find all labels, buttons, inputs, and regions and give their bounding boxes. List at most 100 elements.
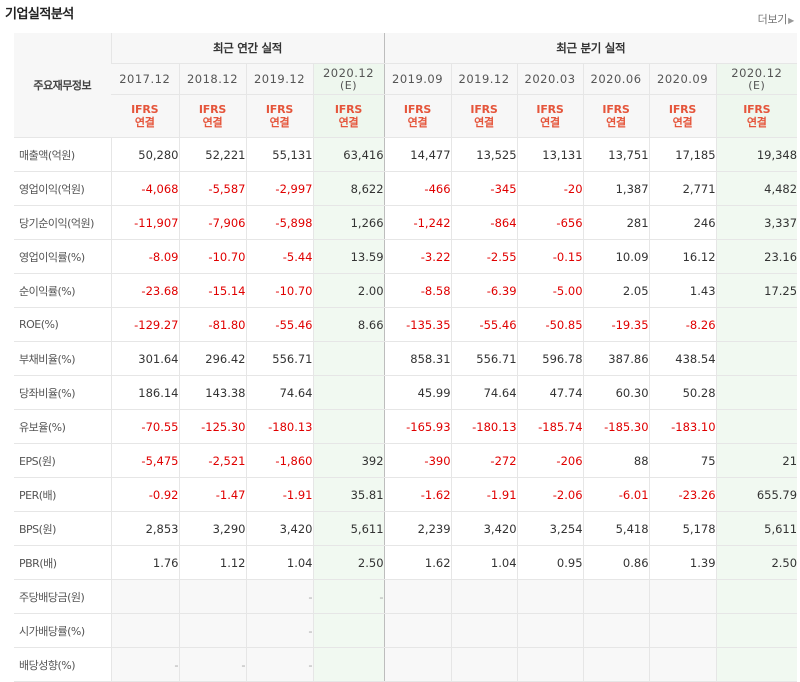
table-cell: 2.50 — [312, 545, 385, 580]
period-label: 2018.12 — [186, 72, 239, 86]
table-cell: 21 — [715, 443, 798, 478]
table-cell: 2,853 — [110, 511, 179, 546]
table-cell: 3,420 — [450, 511, 518, 546]
row-label: 주당배당금(원) — [14, 579, 111, 614]
ifrs-consolidated-header: IFRS 연결 — [450, 94, 518, 138]
table-cell: 186.14 — [110, 375, 179, 410]
ifrs-consolidated-header: IFRS 연결 — [245, 94, 313, 138]
table-cell: 1.43 — [648, 273, 717, 308]
table-cell: -1.91 — [450, 477, 518, 512]
estimate-label: (E) — [748, 79, 766, 92]
table-cell: -165.93 — [383, 409, 452, 444]
table-row: 매출액(억원) 50,280 52,221 55,131 63,416 14,477 13,… — [14, 137, 798, 172]
table-cell: 14,477 — [383, 137, 452, 172]
row-label: EPS(원) — [14, 443, 111, 478]
table-cell: -1,242 — [383, 205, 452, 240]
more-link[interactable]: 더보기▶ — [758, 11, 795, 27]
table-row: 부채비율(%) 301.64 296.42 556.71 858.31 556.71 596… — [14, 341, 798, 376]
table-cell: 16.12 — [648, 239, 717, 274]
table-row: 주당배당금(원) - - — [14, 579, 798, 614]
period-label: 2019.12 — [253, 72, 306, 86]
ifrs-label: IFRS — [470, 103, 498, 116]
table-cell — [312, 647, 385, 682]
table-cell: -20 — [516, 171, 584, 206]
table-cell: 296.42 — [178, 341, 246, 376]
period-header: 2020.09 — [648, 63, 717, 95]
ifrs-label: IFRS — [334, 103, 363, 116]
table-cell: 17,185 — [648, 137, 717, 172]
period-header: 2018.12 — [178, 63, 246, 95]
table-cell: -55.46 — [450, 307, 518, 342]
table-cell: -183.10 — [648, 409, 717, 444]
table-cell: 60.30 — [582, 375, 650, 410]
table-cell: 301.64 — [110, 341, 179, 376]
table-cell: -129.27 — [110, 307, 179, 342]
table-cell — [715, 375, 798, 410]
table-cell: 13,525 — [450, 137, 518, 172]
table-cell — [450, 579, 518, 614]
table-cell: 45.99 — [383, 375, 452, 410]
table-cell: 13,751 — [582, 137, 650, 172]
consolidated-label: 연결 — [407, 116, 428, 129]
table-row: 시가배당률(%) - — [14, 613, 798, 648]
table-row: ROE(%) -129.27 -81.80 -55.46 8.66 -135.35 -55.… — [14, 307, 798, 342]
table-cell: 35.81 — [312, 477, 385, 512]
table-cell: 8,622 — [312, 171, 385, 206]
ifrs-label: IFRS — [668, 103, 697, 116]
table-cell: 3,254 — [516, 511, 584, 546]
table-cell — [450, 613, 518, 648]
table-cell: -125.30 — [178, 409, 246, 444]
table-cell — [582, 647, 650, 682]
row-header-label: 주요재무정보 — [14, 33, 111, 138]
table-cell: - — [110, 647, 179, 682]
ifrs-label: IFRS — [536, 103, 564, 116]
ifrs-label: IFRS — [403, 103, 432, 116]
table-cell: -390 — [383, 443, 452, 478]
table-cell: -466 — [383, 171, 452, 206]
table-cell: -6.01 — [582, 477, 650, 512]
table-cell: 4,482 — [715, 171, 798, 206]
table-cell: 13,131 — [516, 137, 584, 172]
table-cell: 1,387 — [582, 171, 650, 206]
table-cell: 5,178 — [648, 511, 717, 546]
period-header: 2019.09 — [383, 63, 452, 95]
period-header: 2020.03 — [516, 63, 584, 95]
table-cell: 392 — [312, 443, 385, 478]
table-cell — [383, 613, 452, 648]
table-row: 영업이익(억원) -4,068 -5,587 -2,997 8,622 -466 -345-… — [14, 171, 798, 206]
period-label: 2020.12 — [322, 66, 375, 80]
table-cell — [582, 579, 650, 614]
table-cell — [648, 613, 717, 648]
table-cell: -81.80 — [178, 307, 246, 342]
period-header: 2020.12 (E) — [715, 63, 798, 95]
table-cell — [582, 613, 650, 648]
row-label: BPS(원) — [14, 511, 111, 546]
table-row: 배당성향(%) - - - — [14, 647, 798, 682]
table-cell: 246 — [648, 205, 717, 240]
table-row: 당기순이익(억원) -11,907 -7,906 -5,898 1,266 -1,242-… — [14, 205, 798, 240]
consolidated-label: 연결 — [202, 116, 223, 129]
table-cell: 5,611 — [715, 511, 798, 546]
period-header: 2019.12 — [245, 63, 313, 95]
table-cell: 1.12 — [178, 545, 246, 580]
row-label: 배당성향(%) — [14, 647, 111, 682]
table-cell: 596.78 — [516, 341, 584, 376]
table-cell: 0.95 — [516, 545, 584, 580]
table-cell — [312, 341, 385, 376]
ifrs-consolidated-header: IFRS 연결 — [383, 94, 452, 138]
table-cell — [516, 647, 584, 682]
table-cell: -5,475 — [110, 443, 179, 478]
table-cell: -5.00 — [516, 273, 584, 308]
table-cell: 438.54 — [648, 341, 717, 376]
table-cell — [648, 647, 717, 682]
table-cell: 74.64 — [245, 375, 313, 410]
table-cell: 2.05 — [582, 273, 650, 308]
table-cell — [312, 375, 385, 410]
estimate-label: (E) — [339, 79, 358, 92]
table-cell: 23.16 — [715, 239, 798, 274]
period-label: 2020.09 — [657, 72, 709, 86]
row-label: 당기순이익(억원) — [14, 205, 111, 240]
table-cell: -185.74 — [516, 409, 584, 444]
table-row: 순이익률(%) -23.68 -15.14 -10.70 2.00 -8.58 -6.39-… — [14, 273, 798, 308]
table-cell: 556.71 — [450, 341, 518, 376]
